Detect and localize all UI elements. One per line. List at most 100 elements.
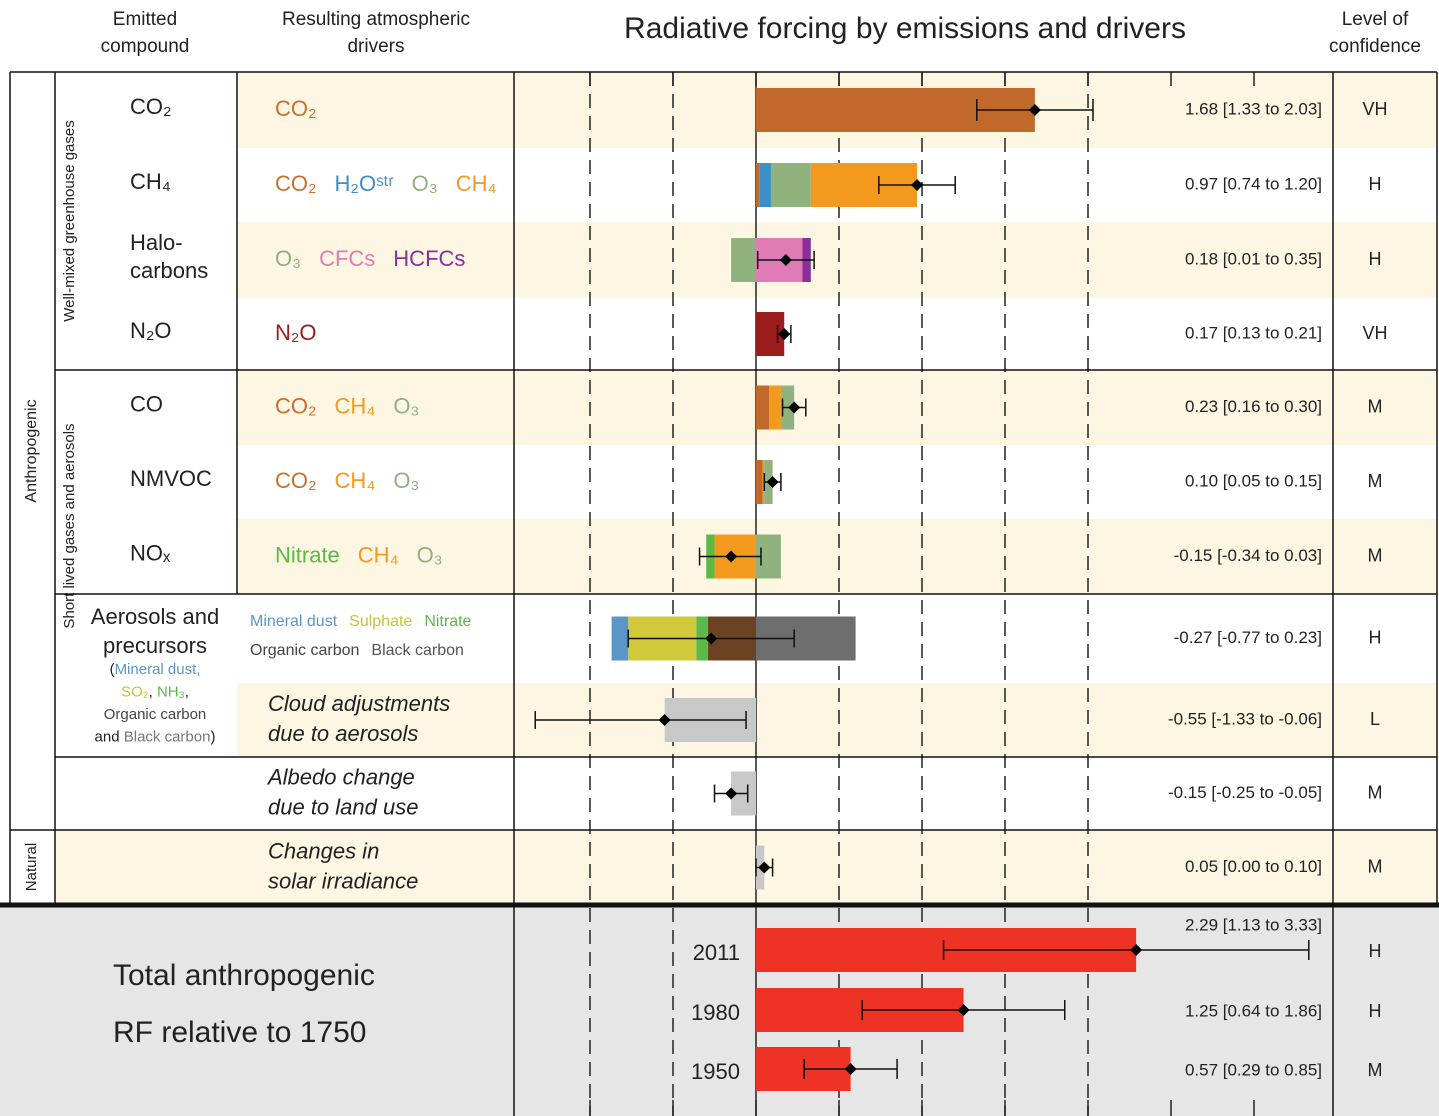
emitted-compound: carbons	[130, 258, 208, 283]
confidence: M	[1368, 396, 1383, 416]
row-background	[237, 370, 1437, 445]
driver-label: Cloud adjustments	[268, 691, 450, 716]
diamond	[844, 1063, 857, 1075]
confidence: M	[1368, 782, 1383, 802]
bar-segment	[762, 460, 765, 504]
confidence: H	[1369, 627, 1382, 647]
diamond	[758, 861, 771, 874]
text-part: Sulphate	[349, 613, 412, 630]
value-label: 0.17 [0.13 to 0.21]	[1185, 323, 1322, 342]
text-part: N₂O	[275, 320, 317, 345]
text-part: Organic carbon	[104, 706, 207, 723]
text-part: CO₂	[275, 468, 317, 493]
bar-segment	[769, 385, 781, 430]
value-label: 0.10 [0.05 to 0.15]	[1185, 471, 1322, 490]
text-part: Organic carbon	[250, 642, 359, 659]
driver-label: Nitrate CH₄ O₃	[275, 542, 443, 567]
diamond	[779, 254, 792, 266]
text-part: Cloud adjustments	[268, 691, 450, 716]
confidence: H	[1369, 1001, 1382, 1021]
confidence: M	[1368, 545, 1383, 565]
value-label: 1.68 [1.33 to 2.03]	[1185, 99, 1322, 118]
value-label: 1.25 [0.64 to 1.86]	[1185, 1001, 1322, 1020]
driver-label: CO₂ H₂Oˢᵗʳ O₃ CH₄	[275, 171, 497, 196]
text-part: due to aerosols	[268, 721, 418, 746]
bar-segment	[770, 163, 811, 207]
emitted-compound: CO	[130, 391, 163, 416]
bar-segment	[731, 238, 756, 282]
text-part: O₃	[393, 393, 419, 418]
value-label: 0.23 [0.16 to 0.30]	[1185, 397, 1322, 416]
text-part: solar irradiance	[268, 868, 418, 893]
emitted-compound: CH₄	[130, 169, 171, 194]
total-label: RF relative to 1750	[113, 1016, 366, 1049]
confidence: H	[1369, 249, 1382, 269]
driver-label: Albedo change	[266, 764, 415, 789]
row-background	[237, 519, 1437, 594]
driver-label: N₂O	[275, 320, 317, 345]
text-part: CH₄	[456, 171, 497, 196]
text-part: H₂Oˢᵗʳ	[335, 171, 394, 196]
confidence: H	[1369, 941, 1382, 961]
total-background	[0, 905, 1439, 1116]
value-label: 2.29 [1.13 to 3.33]	[1185, 915, 1322, 934]
text-part: Changes in	[268, 838, 379, 863]
confidence: H	[1369, 174, 1382, 194]
emitted-compound: Halo-	[130, 230, 183, 255]
text-part: CO₂	[275, 171, 317, 196]
text-part: due to land use	[268, 794, 418, 819]
driver-label: due to aerosols	[268, 721, 418, 746]
text-part: ,	[185, 683, 189, 700]
text-part: CFCs	[319, 246, 375, 271]
text-part: CH₄	[335, 468, 376, 493]
diamond	[725, 550, 738, 563]
driver-label: Mineral dust Sulphate Nitrate	[250, 613, 472, 630]
header: Emitted	[113, 9, 177, 30]
text-part: Nitrate	[424, 613, 471, 630]
diamond	[911, 179, 924, 191]
confidence: VH	[1362, 323, 1387, 343]
emitted-compound: precursors	[103, 633, 207, 658]
emitted-compound: NOₓ	[130, 540, 171, 565]
emitted-compound: CO₂	[130, 94, 172, 119]
text-part: CH₄	[358, 542, 399, 567]
value-label: 0.57 [0.29 to 0.85]	[1185, 1060, 1322, 1079]
group-label: Short lived gases and aerosols	[61, 423, 78, 628]
driver-label: O₃ CFCs HCFCs	[275, 246, 465, 271]
text-part: Nitrate	[275, 542, 340, 567]
header: Resulting atmospheric	[282, 9, 470, 30]
confidence: VH	[1362, 99, 1387, 119]
confidence: M	[1368, 1060, 1383, 1080]
group-label: Well-mixed greenhouse gases	[61, 120, 78, 322]
text-part: Black carbon	[124, 728, 211, 745]
text-part: Mineral dust	[250, 613, 338, 630]
value-label: 0.05 [0.00 to 0.10]	[1185, 857, 1322, 876]
value-label: 0.97 [0.74 to 1.20]	[1185, 174, 1322, 193]
year-label: 2011	[693, 940, 740, 965]
text-part: CH₄	[335, 393, 376, 418]
text-part: Mineral dust,	[115, 661, 201, 678]
bar-segment	[756, 385, 770, 430]
bar-segment	[756, 163, 760, 207]
text-part: ,	[149, 683, 157, 700]
confidence: L	[1370, 709, 1380, 729]
group-label: Natural	[23, 843, 40, 891]
header: compound	[101, 36, 190, 57]
header: Level of	[1342, 9, 1409, 30]
text-part: )	[210, 728, 215, 745]
text-part: CO₂	[275, 96, 317, 121]
text-part: O₃	[412, 171, 438, 196]
emitted-note: (Mineral dust,	[110, 661, 201, 678]
text-part: O₃	[275, 246, 301, 271]
group-label: Anthropogenic	[23, 399, 40, 502]
header: confidence	[1329, 36, 1421, 57]
header: drivers	[347, 36, 404, 57]
diamond	[778, 328, 791, 340]
text-part: Albedo change	[266, 764, 415, 789]
chart-title: Radiative forcing by emissions and drive…	[624, 12, 1186, 45]
driver-label: CO₂ CH₄ O₃	[275, 393, 419, 418]
text-part: NH₃	[157, 683, 185, 700]
emitted-compound: Aerosols and	[91, 604, 219, 629]
bar-segment	[611, 616, 629, 661]
